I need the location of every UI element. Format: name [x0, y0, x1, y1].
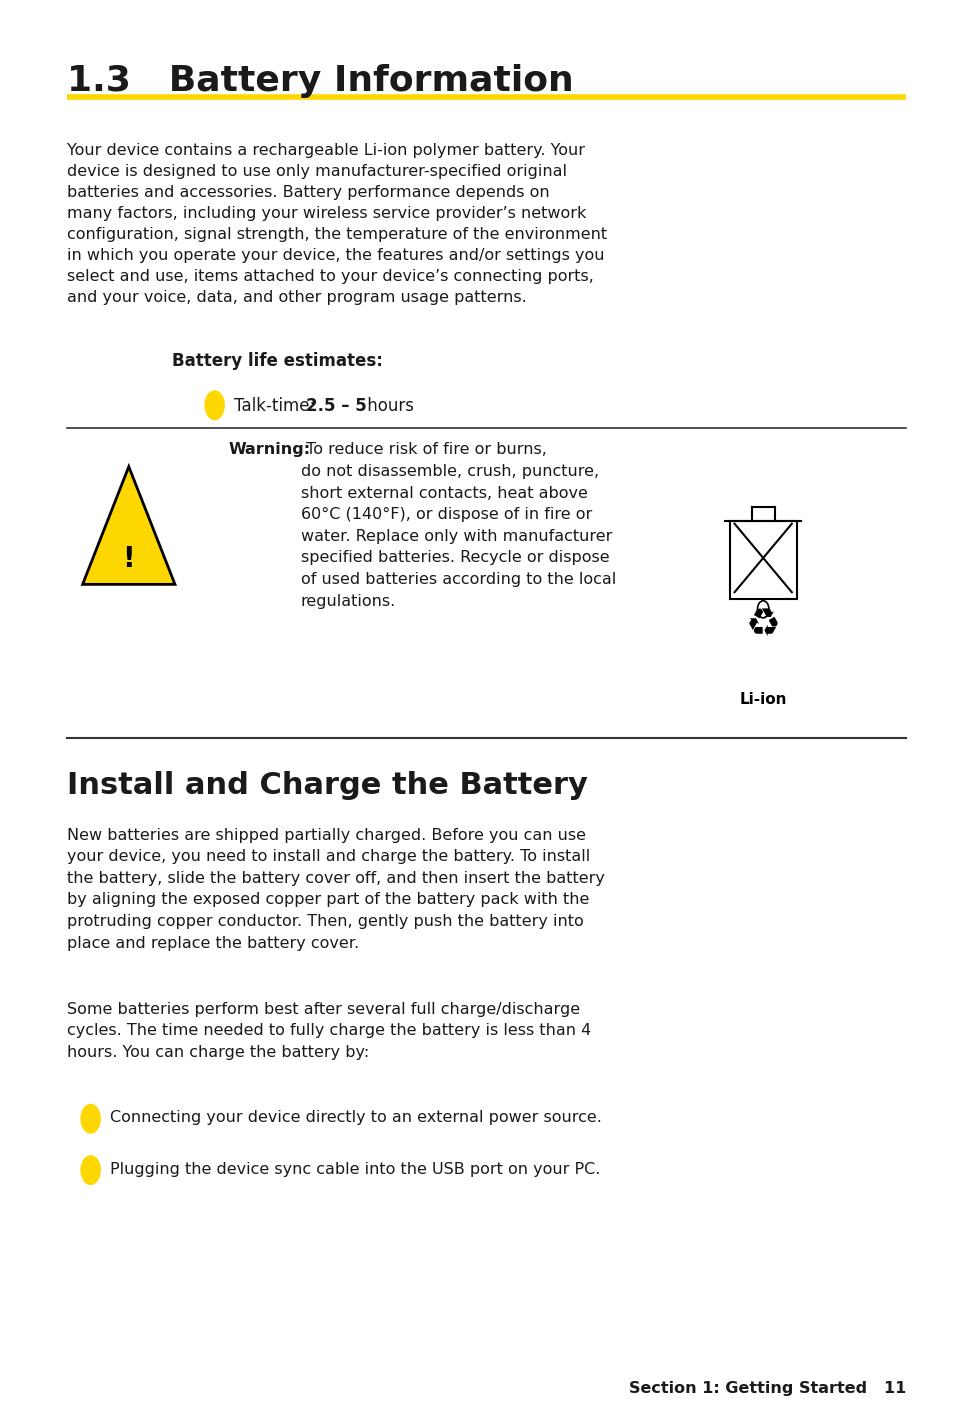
Text: Some batteries perform best after several full charge/discharge
cycles. The time: Some batteries perform best after severa…	[67, 1002, 591, 1060]
Text: 2.5 – 5: 2.5 – 5	[306, 397, 367, 415]
Text: Talk-time:: Talk-time:	[233, 397, 320, 415]
Circle shape	[81, 1104, 100, 1133]
Polygon shape	[83, 467, 174, 585]
Text: 1.3   Battery Information: 1.3 Battery Information	[67, 64, 573, 98]
Text: Plugging the device sync cable into the USB port on your PC.: Plugging the device sync cable into the …	[110, 1162, 599, 1177]
Text: Your device contains a rechargeable Li-ion polymer battery. Your
device is desig: Your device contains a rechargeable Li-i…	[67, 143, 606, 305]
Text: Connecting your device directly to an external power source.: Connecting your device directly to an ex…	[110, 1110, 601, 1126]
Text: To reduce risk of fire or burns,
do not disassemble, crush, puncture,
short exte: To reduce risk of fire or burns, do not …	[300, 442, 615, 608]
Text: New batteries are shipped partially charged. Before you can use
your device, you: New batteries are shipped partially char…	[67, 828, 604, 950]
Text: Warning:: Warning:	[229, 442, 311, 458]
Text: Battery life estimates:: Battery life estimates:	[172, 352, 382, 371]
Text: Install and Charge the Battery: Install and Charge the Battery	[67, 771, 587, 799]
Text: ♻: ♻	[745, 606, 780, 645]
Circle shape	[81, 1156, 100, 1184]
Text: !: !	[122, 545, 135, 574]
Circle shape	[205, 391, 224, 420]
Text: Section 1: Getting Started   11: Section 1: Getting Started 11	[628, 1380, 905, 1396]
Text: hours: hours	[361, 397, 414, 415]
Text: Li-ion: Li-ion	[739, 692, 786, 708]
